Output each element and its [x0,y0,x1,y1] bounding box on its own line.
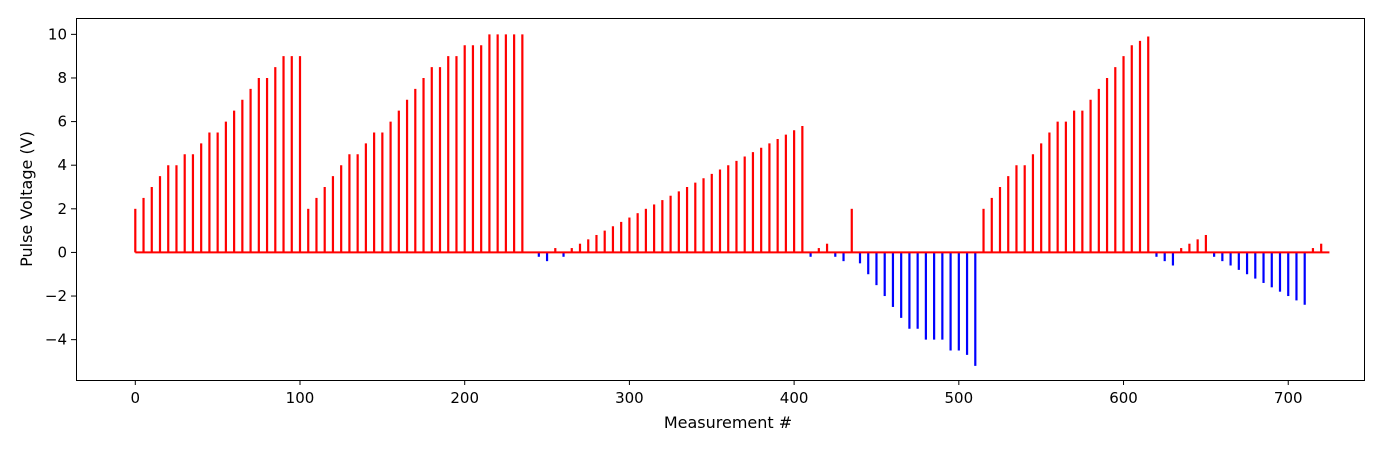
x-tick-label: 0 [131,389,141,407]
x-tick-label: 100 [286,389,315,407]
y-tick-label: −4 [45,331,67,349]
x-tick-label: 400 [780,389,809,407]
y-tick-label: 0 [57,243,67,261]
data-marks [134,34,1330,366]
axes [76,18,1365,381]
x-axis-label: Measurement # [664,413,792,432]
y-axis-label: Pulse Voltage (V) [17,131,36,267]
y-tick-label: 2 [57,200,67,218]
x-tick-label: 500 [945,389,974,407]
y-tick-label: 6 [57,113,67,131]
y-tick-label: −2 [45,287,67,305]
x-tick-label: 700 [1274,389,1303,407]
y-tick-label: 8 [57,69,67,87]
plot-frame [76,18,1365,381]
x-axis-ticks: 0 100 200 300 400 500 600 700 [131,380,1303,407]
x-tick-label: 600 [1109,389,1138,407]
y-tick-label: 4 [57,156,67,174]
y-tick-label: 10 [48,25,67,43]
x-tick-label: 200 [450,389,479,407]
y-axis-ticks: −4 −2 0 2 4 6 8 10 [45,25,76,349]
x-tick-label: 300 [615,389,644,407]
